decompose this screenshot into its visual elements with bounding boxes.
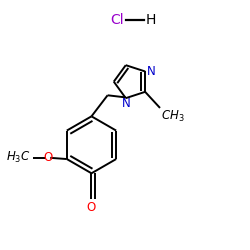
Text: O: O — [87, 201, 96, 214]
Text: N: N — [122, 97, 130, 110]
Text: N: N — [147, 65, 156, 78]
Text: $H_3C$: $H_3C$ — [6, 150, 30, 165]
Text: H: H — [146, 13, 156, 27]
Text: Cl: Cl — [110, 13, 124, 27]
Text: O: O — [44, 151, 53, 164]
Text: $CH_3$: $CH_3$ — [161, 109, 185, 124]
